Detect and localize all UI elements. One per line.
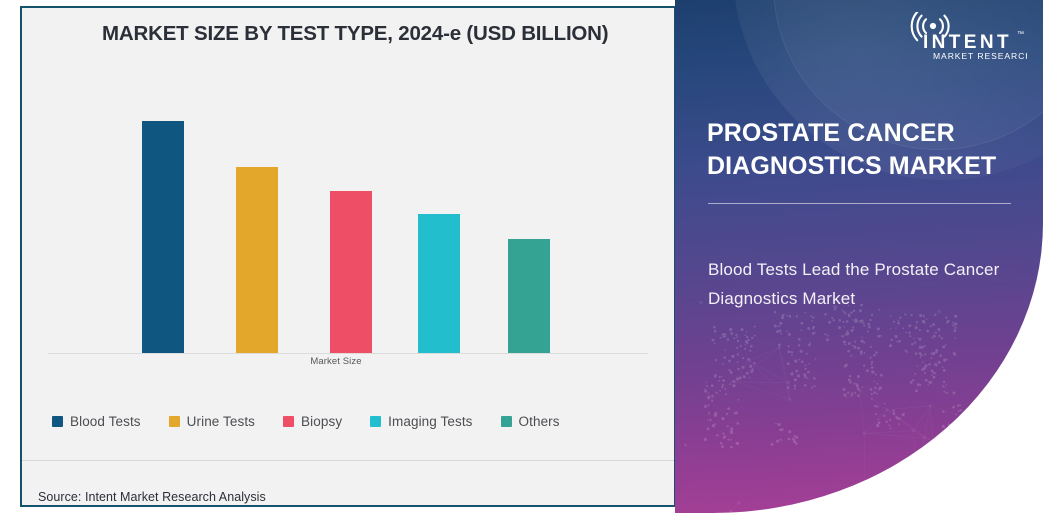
title-panel: INTENT ™ MARKET RESEARCH PROSTATE CANCER… — [675, 0, 1043, 513]
legend-label: Biopsy — [301, 414, 343, 429]
legend-item-others[interactable]: Others — [500, 414, 560, 429]
intent-market-research-logo: INTENT ™ MARKET RESEARCH — [909, 10, 1031, 64]
panel-subtitle: Blood Tests Lead the Prostate Cancer Dia… — [708, 260, 1000, 309]
chart-title: MARKET SIZE BY TEST TYPE, 2024-e (USD BI… — [102, 22, 609, 45]
legend-swatch-icon — [370, 416, 382, 427]
legend-item-biopsy[interactable]: Biopsy — [283, 414, 342, 429]
bar-blood-tests — [142, 121, 184, 353]
bar-biopsy — [330, 190, 372, 353]
bar-urine-tests — [236, 167, 278, 353]
logo-trademark: ™ — [1017, 31, 1024, 38]
bar-imaging-tests — [418, 213, 460, 353]
chart-legend: Blood Tests Urine Tests Biopsy Imaging Test… — [52, 414, 652, 429]
panel-title: PROSTATE CANCER DIAGNOSTICS MARKET — [707, 119, 997, 180]
bar-chart-plot — [34, 92, 662, 354]
source-note: Source: Intent Market Research Analysis — [38, 490, 266, 504]
legend-swatch-icon — [500, 416, 512, 427]
logo-tagline: MARKET RESEARCH — [933, 51, 1027, 61]
logo-wordmark: INTENT — [923, 32, 1012, 53]
legend-item-imaging-tests[interactable]: Imaging Tests — [370, 414, 472, 429]
legend-label: Imaging Tests — [388, 414, 473, 429]
panel-divider — [708, 203, 1011, 204]
source-divider — [22, 460, 674, 461]
legend-label: Urine Tests — [186, 414, 256, 429]
legend-item-blood-tests[interactable]: Blood Tests — [52, 414, 141, 429]
legend-label: Blood Tests — [70, 414, 141, 429]
legend-label: Others — [518, 414, 560, 429]
legend-item-urine-tests[interactable]: Urine Tests — [168, 414, 256, 429]
legend-swatch-icon — [168, 416, 180, 427]
world-map-texture — [683, 300, 1037, 513]
chart-baseline — [48, 353, 648, 354]
chart-panel: MARKET SIZE BY TEST TYPE, 2024-e (USD BI… — [20, 6, 676, 507]
signal-arc-icon — [910, 10, 950, 42]
legend-swatch-icon — [283, 416, 295, 427]
x-axis-label: Market Size — [310, 356, 362, 367]
legend-swatch-icon — [52, 416, 63, 427]
bar-others — [508, 239, 550, 353]
